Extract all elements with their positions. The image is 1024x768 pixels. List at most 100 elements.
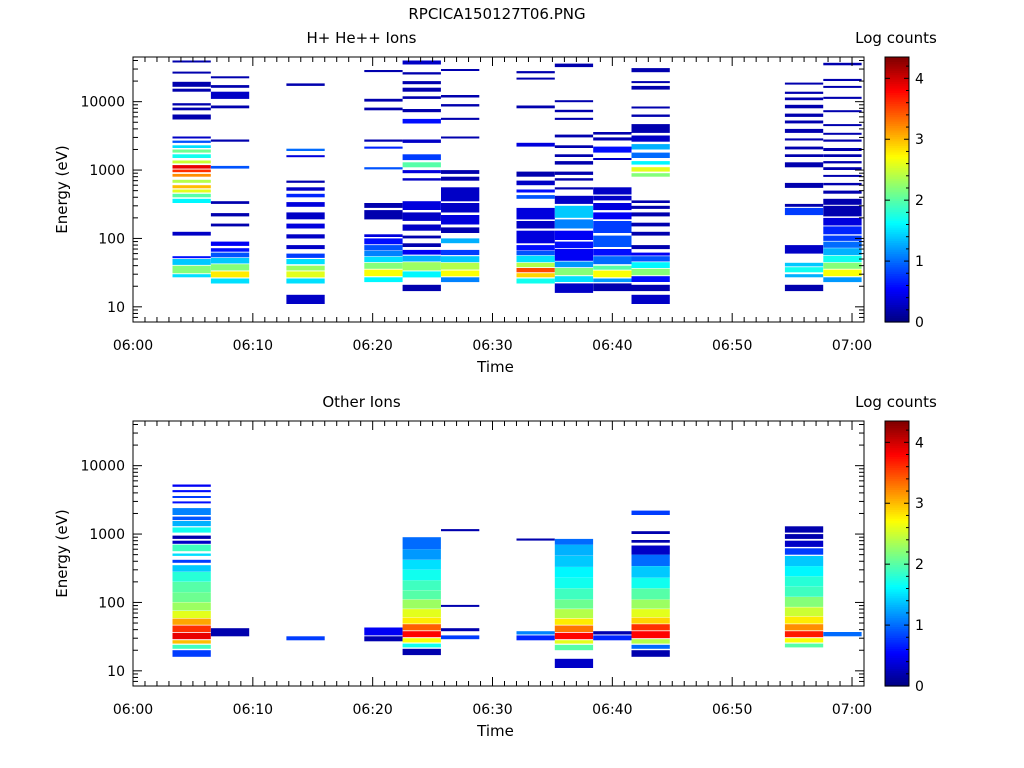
data-cell: [823, 182, 862, 186]
data-cell: [364, 98, 403, 102]
colorbar-segment: [885, 249, 909, 252]
data-cell: [631, 631, 670, 639]
colorbar-segment: [885, 595, 909, 599]
data-cell: [593, 146, 632, 153]
data-cell: [172, 154, 211, 158]
data-cell: [554, 632, 594, 640]
data-cell: [823, 235, 862, 241]
data-cell: [286, 278, 325, 284]
data-cell: [784, 182, 824, 188]
colorbar-segment: [885, 138, 909, 142]
data-cell: [172, 535, 211, 539]
data-cell: [784, 91, 824, 94]
colorbar-label: Log counts: [855, 393, 937, 411]
y-tick-label: 10000: [80, 95, 125, 111]
colorbar-segment: [885, 171, 909, 175]
colorbar-segment: [885, 65, 909, 69]
data-cell: [441, 238, 480, 244]
colorbar-segment: [885, 540, 909, 544]
data-cell: [631, 152, 670, 158]
colorbar-segment: [885, 110, 909, 113]
colorbar-segment: [885, 544, 909, 548]
data-cell: [516, 189, 555, 193]
data-cell: [210, 248, 250, 252]
data-cell: [402, 590, 441, 600]
data-cell: [402, 224, 441, 231]
data-cell: [210, 139, 250, 142]
time-column-1: [172, 484, 211, 657]
colorbar-segment: [885, 509, 909, 513]
colorbar-segment: [885, 160, 909, 164]
data-cell: [172, 527, 211, 533]
time-column-12: [823, 62, 862, 283]
colorbar-segment: [885, 231, 909, 235]
data-cell: [823, 226, 862, 235]
data-cell: [402, 235, 441, 239]
x-tick-label: 06:30: [472, 338, 512, 354]
data-cell: [631, 212, 670, 217]
data-cell: [286, 636, 325, 641]
colorbar-segment: [885, 498, 909, 502]
data-cell: [172, 265, 211, 274]
data-cell: [402, 178, 441, 181]
spectrogram-cells: [172, 484, 862, 668]
data-cell: [631, 294, 670, 304]
data-cell: [631, 566, 670, 578]
data-cell: [402, 201, 441, 210]
data-cell: [172, 60, 211, 63]
colorbar-segment: [885, 630, 909, 634]
colorbar-segment: [885, 449, 909, 453]
data-cell: [172, 173, 211, 177]
colorbar-segment: [885, 588, 909, 592]
data-cell: [784, 207, 824, 216]
x-tick-label: 06:10: [233, 702, 273, 718]
colorbar-tick-label: 4: [915, 435, 924, 451]
data-cell: [631, 545, 670, 555]
colorbar-segment: [885, 207, 909, 210]
colorbar-segment: [885, 94, 909, 98]
data-cell: [172, 602, 211, 611]
colorbar-segment: [885, 564, 909, 568]
data-cell: [402, 569, 441, 581]
data-cell: [823, 262, 862, 269]
time-column-6: [441, 529, 480, 640]
data-cell: [516, 538, 555, 541]
colorbar-segment: [885, 284, 909, 288]
colorbar-segment: [885, 185, 909, 188]
colorbar-segment: [885, 127, 909, 131]
colorbar-tick-label: 2: [915, 193, 924, 209]
data-cell: [784, 631, 824, 638]
colorbar-segment: [885, 238, 909, 241]
data-cell: [402, 255, 441, 262]
colorbar-segment: [885, 200, 909, 204]
data-cell: [172, 618, 211, 625]
time-column-7: [516, 538, 555, 641]
data-cell: [784, 597, 824, 607]
x-tick-label: 06:50: [712, 338, 752, 354]
data-cell: [823, 132, 862, 135]
data-cell: [210, 264, 250, 271]
colorbar-segment: [885, 193, 909, 197]
panel-title: Other Ions: [322, 393, 400, 411]
time-column-7: [516, 71, 555, 284]
colorbar-segment: [885, 628, 909, 632]
colorbar-segment: [885, 251, 909, 255]
data-cell: [172, 544, 211, 552]
colorbar-segment: [885, 178, 909, 182]
data-cell: [172, 650, 211, 657]
data-cell: [172, 553, 211, 556]
colorbar-segment: [885, 553, 909, 557]
colorbar-segment: [885, 655, 909, 658]
data-cell: [554, 567, 594, 578]
colorbar-segment: [885, 432, 909, 435]
data-cell: [441, 215, 480, 225]
colorbar-segment: [885, 114, 909, 118]
time-column-10: [631, 510, 670, 657]
data-cell: [823, 269, 862, 277]
colorbar-segment: [885, 507, 909, 510]
colorbar-segment: [885, 527, 909, 530]
time-column-4: [364, 70, 403, 283]
colorbar-segment: [885, 551, 909, 555]
colorbar-segment: [885, 529, 909, 533]
